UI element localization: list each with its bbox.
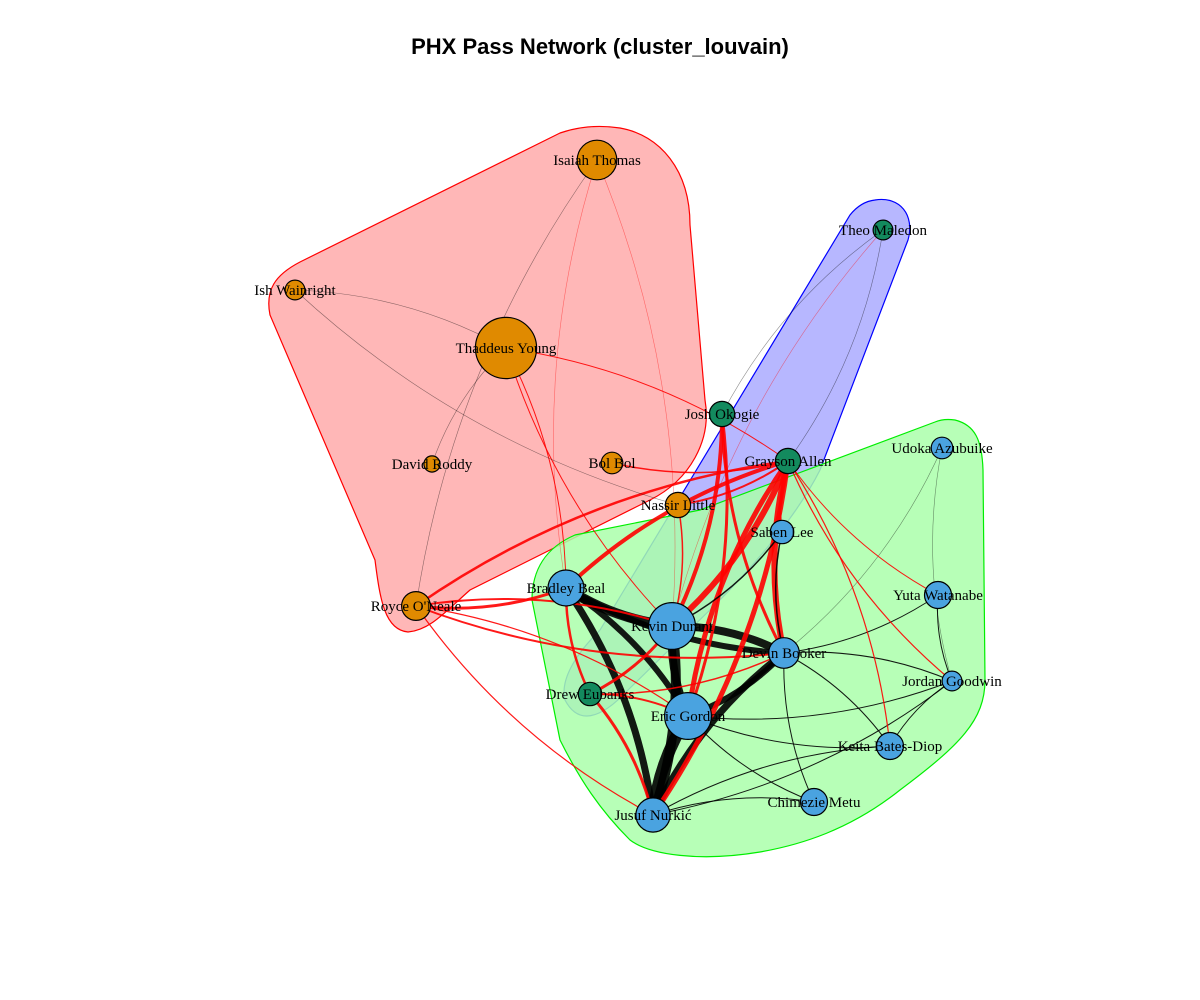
edge xyxy=(611,460,789,474)
edge xyxy=(720,412,786,655)
edge xyxy=(686,412,729,718)
node-eric-gordon xyxy=(663,691,712,740)
node-label: Jusuf Nurkić xyxy=(614,808,691,824)
node-label: Royce O'Neale xyxy=(371,599,462,615)
node-drew-eubanks xyxy=(577,681,603,707)
node-david-roddy xyxy=(423,455,441,473)
edge xyxy=(783,652,815,803)
node-nassir-little xyxy=(664,491,692,519)
node-label: Kevin Durant xyxy=(631,619,714,635)
node-label: Josh Okogie xyxy=(685,407,760,423)
edge xyxy=(505,347,673,627)
node-thaddeus-young xyxy=(474,316,538,380)
edge xyxy=(652,745,891,816)
node-label: Drew Eubanks xyxy=(546,687,635,703)
node-udoka-azubuike xyxy=(930,436,954,460)
node-keita-bates-diop xyxy=(875,731,905,761)
edge xyxy=(505,347,567,589)
edge xyxy=(652,797,815,816)
node-label: Chimezie Metu xyxy=(768,795,861,811)
edge xyxy=(685,458,791,719)
node-yuta-watanabe xyxy=(923,580,953,610)
node-jusuf-nurki- xyxy=(635,797,671,833)
node-devin-booker xyxy=(768,637,800,669)
edge xyxy=(783,652,891,747)
node-label: Devin Booker xyxy=(742,646,827,662)
node-chimezie-metu xyxy=(799,787,829,817)
edge xyxy=(415,605,689,717)
edge xyxy=(553,159,598,589)
node-label: Thaddeus Young xyxy=(456,341,557,357)
edge xyxy=(932,447,953,682)
edge xyxy=(783,651,953,682)
node-label: Udoka Azubuike xyxy=(891,441,993,457)
node-bol-bol xyxy=(600,451,624,475)
node-label: Nassir Little xyxy=(641,498,716,514)
node-label: Keita Bates-Diop xyxy=(838,739,943,755)
node-label: Jordan Goodwin xyxy=(902,674,1002,690)
node-label: Yuta Watanabe xyxy=(893,588,983,604)
edge xyxy=(721,229,884,415)
edge xyxy=(687,680,953,720)
node-saben-lee xyxy=(769,519,795,545)
edge xyxy=(652,680,953,816)
edge xyxy=(415,159,598,607)
node-isaiah-thomas xyxy=(576,139,618,181)
node-label: Ish Wainright xyxy=(254,283,336,299)
node-label: Bradley Beal xyxy=(527,581,606,597)
node-bradley-beal xyxy=(547,569,585,607)
edge xyxy=(783,594,939,654)
node-label: David Roddy xyxy=(392,457,473,473)
node-grayson-allen xyxy=(774,447,802,475)
node-label: Grayson Allen xyxy=(744,454,832,470)
edge xyxy=(787,229,884,462)
edge xyxy=(294,289,679,506)
edge xyxy=(787,460,939,596)
edge xyxy=(415,605,785,659)
edge xyxy=(670,412,725,628)
node-label: Theo Maledon xyxy=(839,223,927,239)
chart-title: PHX Pass Network (cluster_louvain) xyxy=(411,34,789,59)
edge xyxy=(596,159,676,627)
edge xyxy=(415,598,673,627)
node-royce-o-neale xyxy=(401,590,432,621)
edge xyxy=(671,229,884,627)
cluster-hull-red xyxy=(268,125,707,633)
edge xyxy=(505,347,789,462)
edge xyxy=(787,460,953,682)
node-kevin-durant xyxy=(647,601,696,650)
node-ish-wainright xyxy=(284,279,306,301)
node-label: Saben Lee xyxy=(751,525,814,541)
edge xyxy=(589,652,785,695)
node-label: Isaiah Thomas xyxy=(553,153,641,169)
node-jordan-goodwin xyxy=(941,670,963,692)
node-label: Bol Bol xyxy=(588,456,635,472)
node-labels: Isaiah Thomas Ish Wainright Thaddeus Young… xyxy=(254,153,1002,824)
node-josh-okogie xyxy=(708,400,736,428)
nodes xyxy=(284,139,963,833)
edge xyxy=(787,460,891,747)
edge xyxy=(783,447,943,654)
edge xyxy=(415,605,654,816)
edge xyxy=(669,458,791,629)
node-label: Eric Gordon xyxy=(651,709,726,725)
node-theo-maledon xyxy=(872,219,894,241)
